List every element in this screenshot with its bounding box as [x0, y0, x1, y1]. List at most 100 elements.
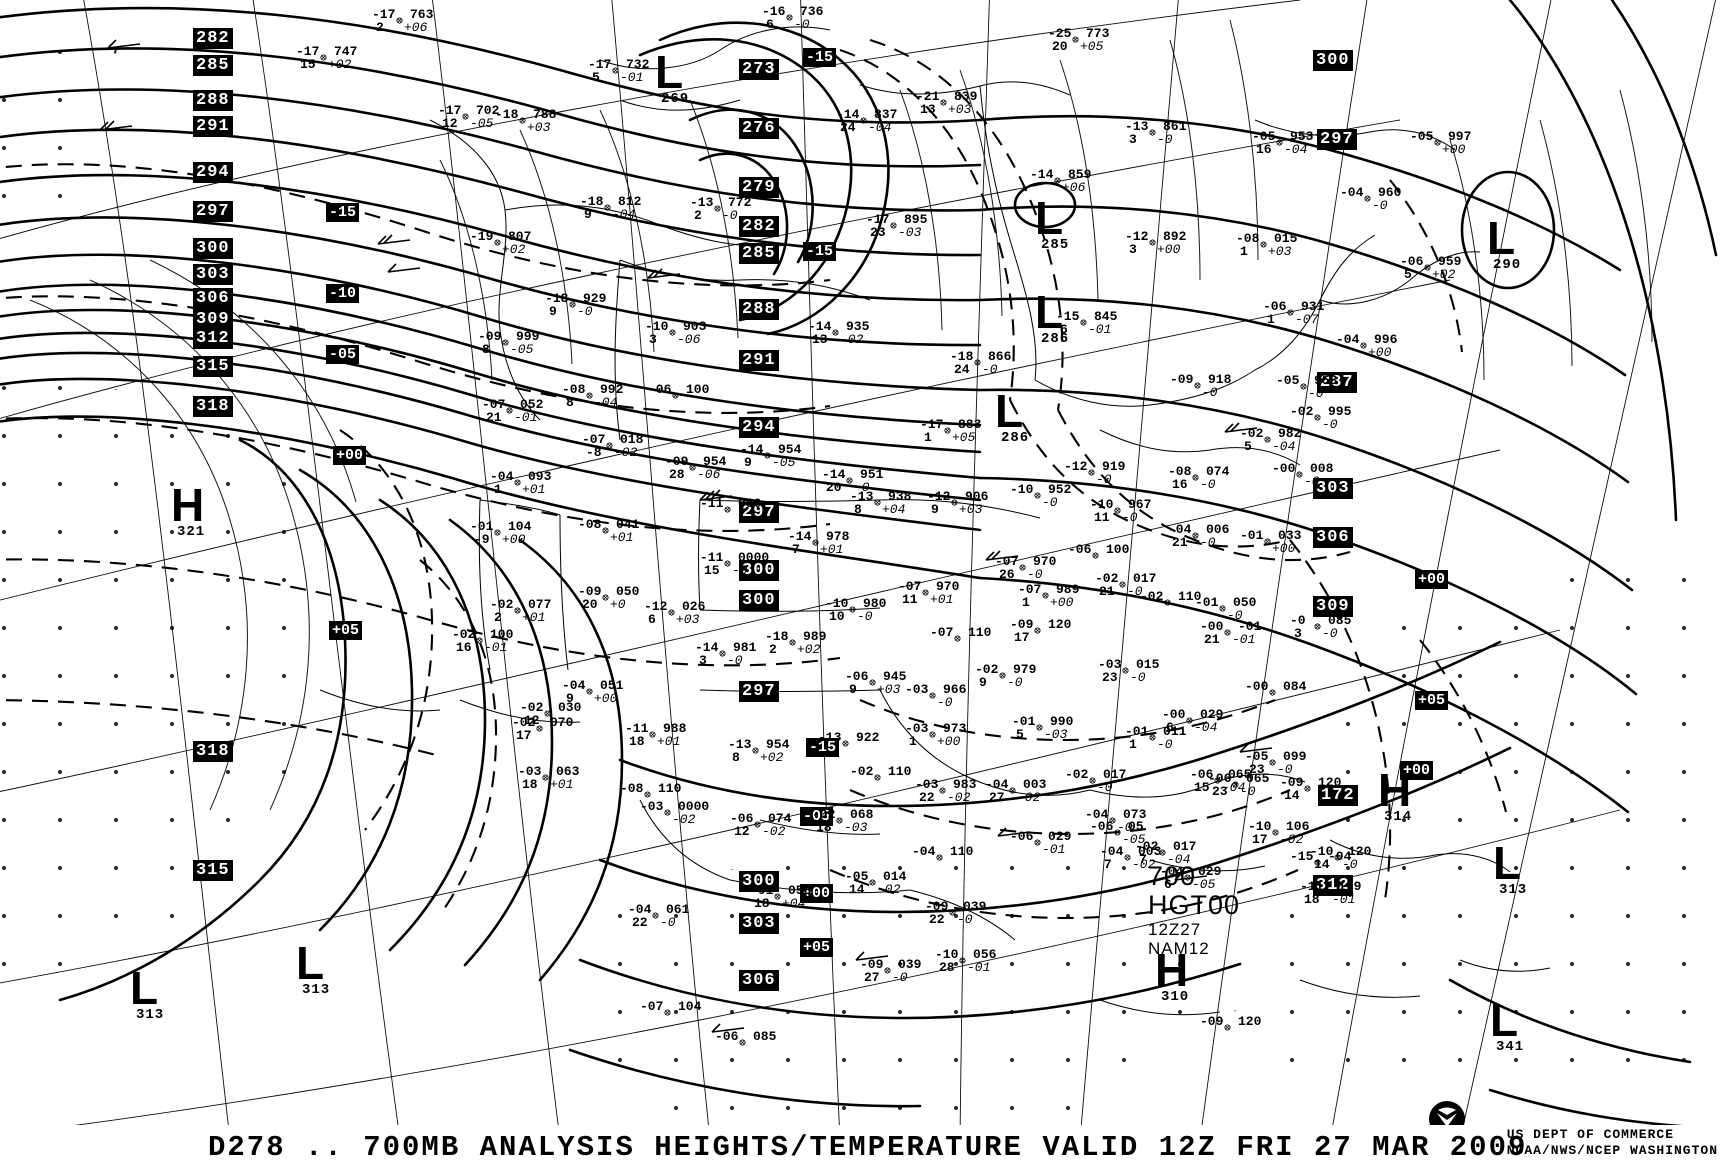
station-height-change: +01 [610, 530, 634, 545]
station-temperature: -02 [1240, 426, 1264, 441]
station-height: 989 [1056, 582, 1080, 597]
station-temperature: -17 [438, 103, 462, 118]
center-value: 314 [1384, 809, 1413, 825]
station-dewpoint-depression: 16 [1256, 142, 1272, 157]
station-circle-icon [536, 725, 543, 732]
station-height: 014 [883, 869, 907, 884]
station-temperature: -02 [1290, 404, 1314, 419]
station-dewpoint-depression: 9 [979, 675, 987, 690]
station-height: 967 [1128, 497, 1152, 512]
station-height: 077 [528, 597, 552, 612]
station-circle-icon [1434, 139, 1441, 146]
station-temperature: -11 [625, 721, 649, 736]
station-temperature: -09 [860, 957, 884, 972]
height-contour-label: 318 [193, 741, 233, 762]
station-height-change: +04 [882, 502, 906, 517]
station-height: 788 [533, 107, 557, 122]
temperature-contour-label: +00 [800, 884, 834, 903]
station-height-change: -05 [1122, 832, 1146, 847]
station-height: 0000 [738, 550, 770, 565]
station-temperature: -13 [728, 737, 752, 752]
station-dewpoint-depression: 21 [1172, 535, 1188, 550]
station-height: 702 [476, 103, 500, 118]
station-height-change: -0 [1372, 198, 1388, 213]
height-contour-label: 297 [739, 681, 779, 702]
temperature-contour-label: -15 [803, 242, 837, 261]
station-temperature: -02 [512, 715, 536, 730]
station-temperature: -18 [495, 107, 519, 122]
station-dewpoint-depression: 14 [1284, 788, 1300, 803]
station-dewpoint-depression: 3 [1294, 626, 1302, 641]
station-temperature: -02 [452, 627, 476, 642]
station-height: 0000 [678, 799, 710, 814]
height-contour-label: 172 [1318, 785, 1358, 806]
station-temperature: -05 [1276, 373, 1300, 388]
height-contour-label: 300 [739, 590, 779, 611]
station-circle-icon [606, 442, 613, 449]
station-dewpoint-depression: 1 [1267, 312, 1275, 327]
station-circle-icon [519, 117, 526, 124]
station-dewpoint-depression: 17 [1014, 630, 1030, 645]
model-cycle: 12Z27 [1148, 920, 1202, 939]
temperature-contour-label: -15 [803, 48, 837, 67]
station-height: 945 [883, 669, 907, 684]
station-height: 110 [658, 781, 682, 796]
station-temperature: -02 [1135, 839, 1159, 854]
model-stamp: 700 HGT00 12Z27 NAM12 [1148, 862, 1240, 959]
low-center-symbol: L 269 [655, 49, 688, 106]
station-circle-icon [1269, 759, 1276, 766]
station-dewpoint-depression: 22 [632, 915, 648, 930]
station-height-change: +02 [797, 642, 821, 657]
station-height: 052 [520, 397, 544, 412]
station-dewpoint-depression: 7 [1104, 857, 1112, 872]
station-height: 029 [1048, 829, 1072, 844]
station-height: 954 [778, 442, 802, 457]
height-contour-label: 300 [739, 560, 779, 581]
station-temperature: -06 [730, 811, 754, 826]
station-height: 017 [1103, 767, 1127, 782]
station-height: 015 [1136, 657, 1160, 672]
station-temperature: -04 [1160, 864, 1184, 879]
station-circle-icon [1314, 623, 1321, 630]
height-contour-label: 306 [193, 288, 233, 309]
station-height: 003 [1138, 844, 1162, 859]
station-height: 772 [728, 195, 752, 210]
station-height: 093 [528, 469, 552, 484]
station-height: 959 [1438, 254, 1462, 269]
station-temperature: -10 [1248, 819, 1272, 834]
station-dewpoint-depression: 1 [1022, 595, 1030, 610]
station-height: 056 [973, 947, 997, 962]
station-height-change: +05 [1080, 39, 1104, 54]
station-circle-icon [1124, 854, 1131, 861]
station-height-change: -0 [854, 480, 870, 495]
station-height: 954 [703, 454, 727, 469]
station-temperature: -00 [1162, 707, 1186, 722]
station-temperature: -13 [818, 730, 842, 745]
low-glyph: L [1490, 994, 1519, 1046]
station-height-change: -01 [620, 70, 644, 85]
station-dewpoint-depression: 3 [1129, 132, 1137, 147]
station-temperature: -00 [1200, 619, 1224, 634]
station-height: -01 [1238, 619, 1262, 634]
station-temperature: -07 [582, 432, 606, 447]
station-circle-icon [1192, 532, 1199, 539]
height-contour-label: 285 [739, 243, 779, 264]
station-height: 003 [1023, 777, 1047, 792]
high-center-symbol: H 310 [1155, 947, 1188, 1004]
station-temperature: -18 [545, 291, 569, 306]
station-temperature: -02 [850, 764, 874, 779]
station-height-change: -0 [892, 970, 908, 985]
station-circle-icon [1109, 817, 1116, 824]
station-height: 110 [950, 844, 974, 859]
station-height-change: -02 [762, 824, 786, 839]
station-height-change: +05 [952, 430, 976, 445]
station-circle-icon [739, 1039, 746, 1046]
station-height-change: -0 [1202, 385, 1218, 400]
station-dewpoint-depression: 15 [300, 57, 316, 72]
station-dewpoint-depression: 3 [699, 653, 707, 668]
station-height: 119 [1338, 879, 1362, 894]
station-circle-icon [939, 787, 946, 794]
station-height: 068 [850, 807, 874, 822]
center-value: 341 [1496, 1039, 1525, 1055]
station-height-change: -0 [1042, 495, 1058, 510]
